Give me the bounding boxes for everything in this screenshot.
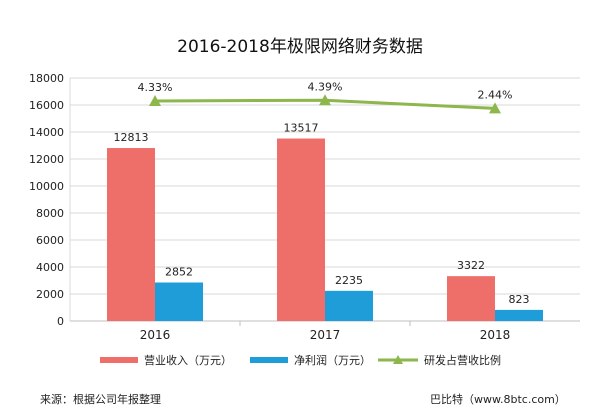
legend-swatch-rd-ratio xyxy=(378,355,418,364)
legend-swatch-revenue xyxy=(100,357,138,363)
bars: 12813 13517 3322 2852 2235 823 xyxy=(107,122,543,321)
y-tick-label: 10000 xyxy=(29,180,64,193)
ratio-line: 4.33% 4.39% 2.44% xyxy=(138,80,513,114)
ratio-label: 2.44% xyxy=(478,88,513,101)
x-axis: 2016 2017 2018 xyxy=(140,321,511,342)
x-tick-label: 2016 xyxy=(140,328,171,342)
ratio-marker xyxy=(319,94,331,106)
ratio-label: 4.33% xyxy=(138,81,173,94)
bar-profit xyxy=(495,309,543,321)
bar-revenue xyxy=(277,138,325,321)
data-label-profit: 2852 xyxy=(165,265,193,278)
y-tick-label: 6000 xyxy=(36,234,64,247)
bar-revenue xyxy=(447,276,495,321)
bar-revenue xyxy=(107,148,155,321)
source-note: 来源：根据公司年报整理 xyxy=(40,393,161,406)
legend-item-revenue: 营业收入（万元） xyxy=(100,352,232,368)
y-tick-label: 14000 xyxy=(29,126,64,139)
credit-note: 巴比特（www.8btc.com） xyxy=(430,393,566,406)
legend-label-rd-ratio: 研发占营收比例 xyxy=(424,354,501,367)
y-tick-label: 0 xyxy=(57,315,64,328)
ratio-marker xyxy=(489,102,501,114)
ratio-label: 4.39% xyxy=(308,80,343,93)
y-tick-label: 12000 xyxy=(29,153,64,166)
y-tick-label: 16000 xyxy=(29,99,64,112)
bar-profit xyxy=(155,282,203,321)
y-tick-label: 8000 xyxy=(36,207,64,220)
x-tick-label: 2017 xyxy=(310,328,341,342)
x-tick-label: 2018 xyxy=(480,328,511,342)
y-tick-label: 2000 xyxy=(36,288,64,301)
data-label-profit: 2235 xyxy=(335,274,363,287)
y-tick-label: 18000 xyxy=(29,72,64,85)
chart: 2016-2018年极限网络财务数据 0 2000 4000 6000 8000 1000… xyxy=(29,37,580,342)
bar-profit xyxy=(325,290,373,321)
ratio-marker xyxy=(149,94,161,106)
legend-item-profit: 净利润（万元） xyxy=(250,352,371,368)
legend-label-profit: 净利润（万元） xyxy=(294,354,371,367)
data-label-revenue: 13517 xyxy=(284,122,319,135)
legend-label-revenue: 营业收入（万元） xyxy=(144,354,232,367)
data-label-revenue: 3322 xyxy=(457,259,485,272)
y-axis: 0 2000 4000 6000 8000 10000 12000 14000 16000 180… xyxy=(29,72,64,328)
legend-swatch-profit xyxy=(250,357,288,363)
legend: 营业收入（万元） 净利润（万元） 研发占营收比例 xyxy=(0,352,600,376)
data-label-revenue: 12813 xyxy=(114,131,149,144)
y-tick-label: 4000 xyxy=(36,261,64,274)
data-label-profit: 823 xyxy=(509,293,530,306)
legend-item-rd-ratio: 研发占营收比例 xyxy=(378,352,501,368)
chart-title: 2016-2018年极限网络财务数据 xyxy=(177,37,423,57)
